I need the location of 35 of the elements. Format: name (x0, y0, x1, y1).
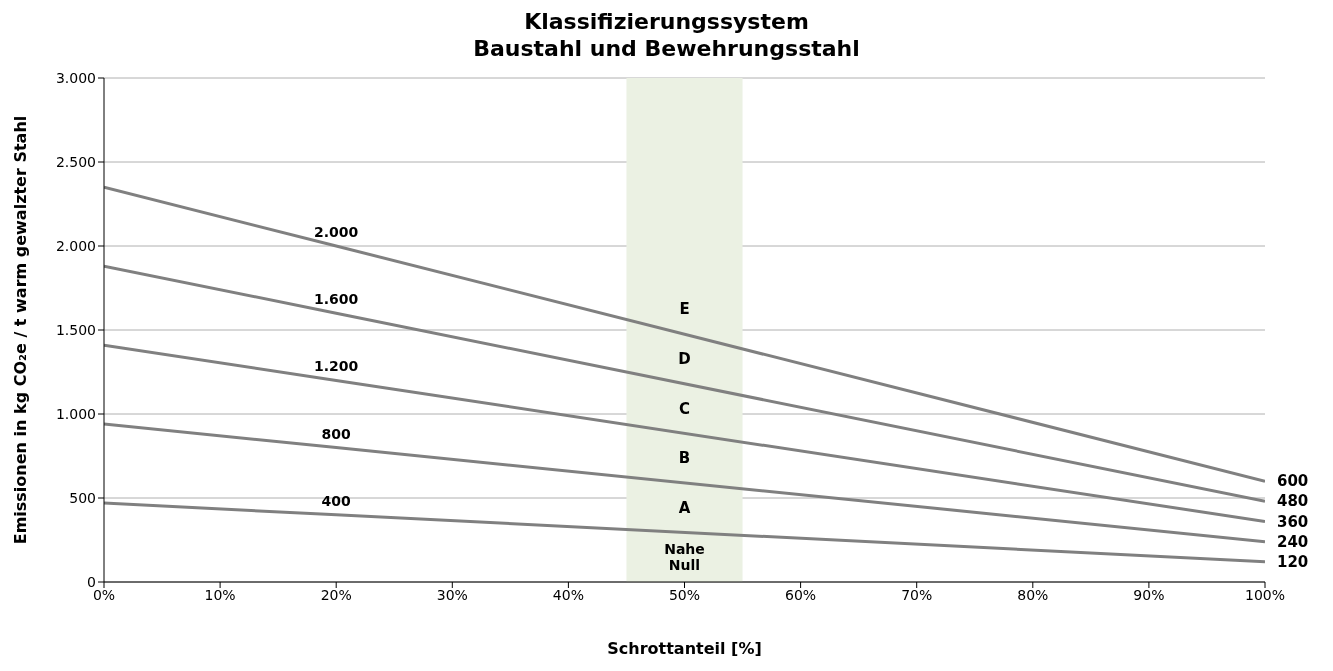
data-label: 240 (1277, 532, 1309, 551)
y-tick-label: 1.500 (55, 321, 96, 338)
x-tick-label: 30% (436, 586, 468, 603)
annotation: D (678, 349, 691, 368)
data-label: 480 (1277, 492, 1309, 511)
data-label: 800 (321, 425, 352, 442)
annotation: C (678, 399, 691, 418)
x-tick-label: 50% (668, 586, 701, 603)
annotation: A (678, 498, 691, 517)
data-label: 360 (1277, 512, 1309, 531)
annotation: Nahe Null (664, 541, 705, 574)
annotation: E (679, 300, 690, 319)
data-label: 120 (1277, 552, 1309, 571)
data-label: 400 (321, 492, 352, 509)
x-tick-label: 90% (1133, 586, 1165, 603)
x-tick-label: 100% (1244, 586, 1286, 603)
y-tick-label: 3.000 (55, 69, 96, 86)
y-tick-label: 500 (69, 489, 96, 506)
chart-title: Klassifizierungssystem Baustahl und Bewehrungsstahl (472, 8, 861, 62)
y-tick-label: 2.000 (55, 237, 96, 254)
y-tick-label: 2.500 (55, 153, 96, 170)
x-tick-label: 40% (552, 586, 584, 603)
x-tick-label: 70% (901, 586, 933, 603)
y-axis-title: Emissionen in kg CO₂e / t warm gewalzter Stahl (10, 115, 30, 545)
data-label: 600 (1277, 472, 1309, 491)
annotation: B (678, 449, 691, 468)
x-tick-label: 60% (785, 586, 817, 603)
x-axis-title: Schrottanteil [%] (607, 639, 762, 658)
x-tick-label: 10% (204, 586, 236, 603)
y-tick-label: 1.000 (55, 405, 96, 422)
x-tick-label: 80% (1017, 586, 1049, 603)
data-label: 2.000 (314, 224, 359, 240)
data-label: 1.200 (314, 358, 359, 375)
data-label: 1.600 (314, 291, 359, 308)
x-tick-label: 20% (320, 586, 352, 603)
